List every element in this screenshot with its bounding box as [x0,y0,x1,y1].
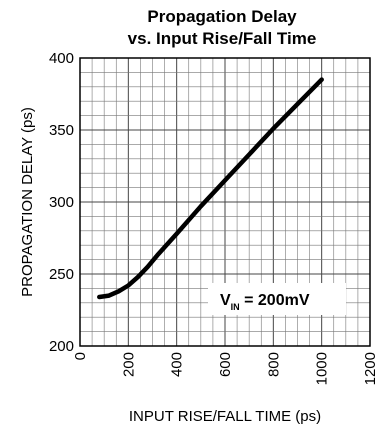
x-tick-label: 1000 [314,352,331,385]
annotation-box: VIN = 200mV [208,283,346,315]
x-tick-label: 200 [120,352,137,377]
annotation-background [208,283,346,315]
x-tick-label: 0 [72,352,89,360]
plot-frame [79,57,371,347]
annotation-text: VIN = 200mV [220,292,310,312]
x-tick-label: 800 [265,352,282,377]
y-tick-label: 250 [49,266,74,283]
chart-title-line-2: vs. Input Rise/Fall Time [128,29,317,48]
x-tick-labels: 0 200 400 600 800 1000 1200 [72,352,379,385]
y-tick-label: 200 [49,338,74,355]
x-tick-label: 600 [217,352,234,377]
x-axis-label: INPUT RISE/FALL TIME (ps) [129,408,321,425]
x-tick-label: 1200 [362,352,379,385]
y-tick-label: 350 [49,122,74,139]
annotation-subscript: IN [231,302,240,312]
chart-title-line-1: Propagation Delay [147,7,297,26]
y-axis-label: PROPAGATION DELAY (ps) [19,107,36,297]
y-tick-label: 300 [49,194,74,211]
y-tick-labels: 200 250 300 350 400 [49,50,74,355]
y-tick-label: 400 [49,50,74,67]
annotation-main: V [220,292,231,309]
x-tick-label: 400 [169,352,186,377]
annotation-suffix: = 200mV [240,292,310,309]
series-line [97,77,324,300]
